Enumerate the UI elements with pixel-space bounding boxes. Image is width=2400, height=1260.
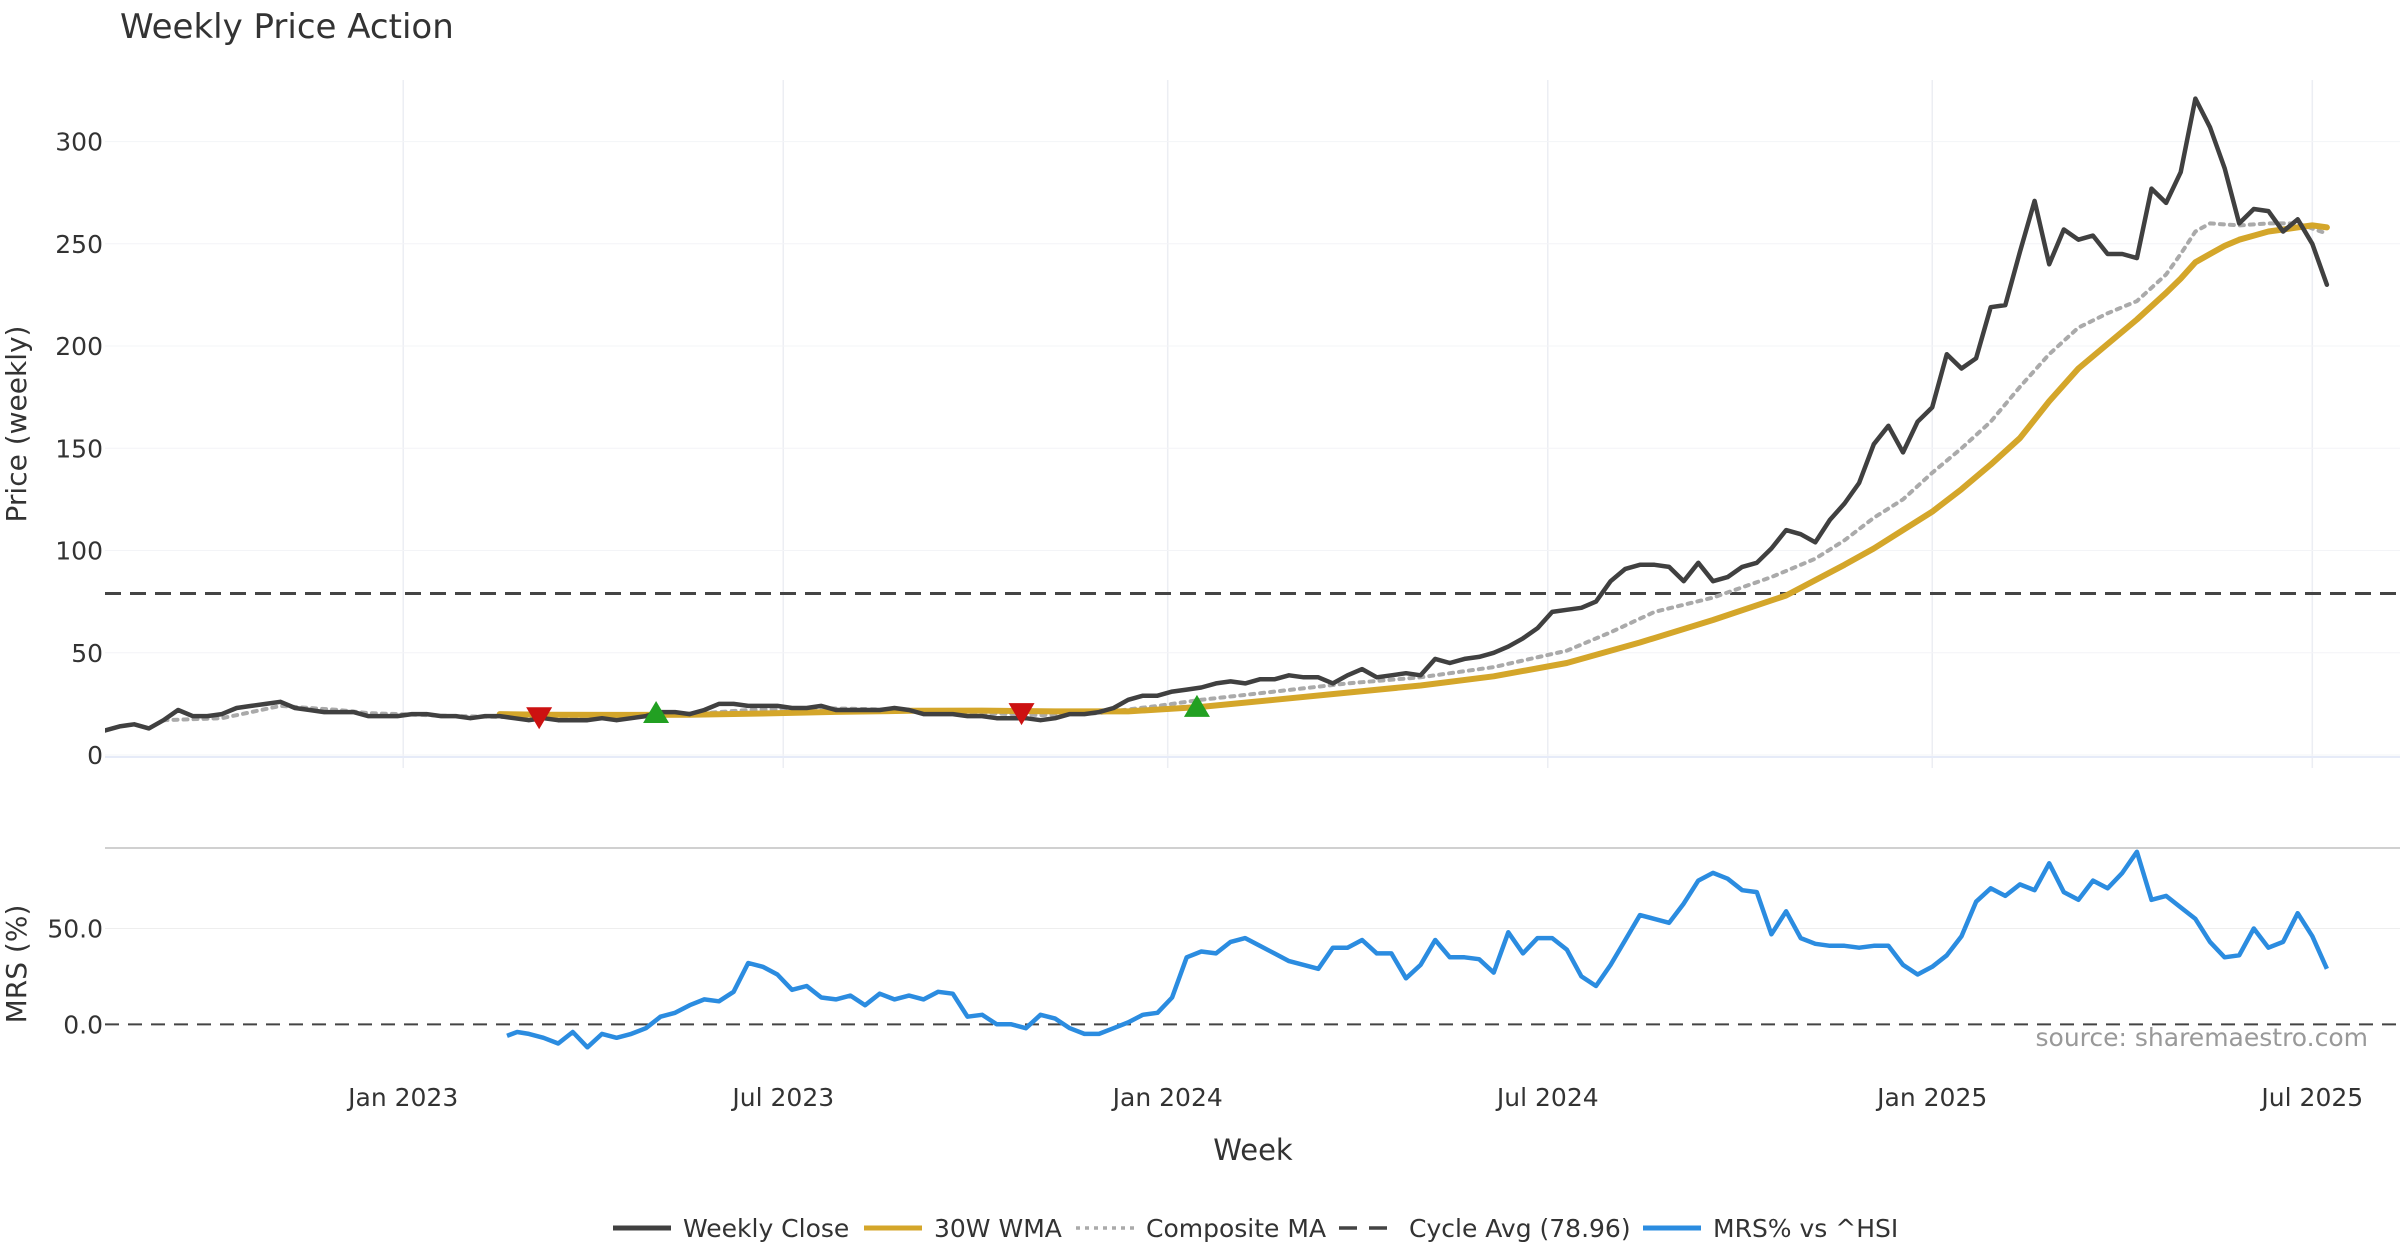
sell-signal-marker xyxy=(526,707,553,730)
price-y-tick-label: 150 xyxy=(55,434,103,463)
x-axis: Jan 2023 Jul 2023 Jan 2024 Jul 2024 Jan 2025… xyxy=(346,1083,2363,1112)
x-tick-label: Jul 2023 xyxy=(730,1083,834,1112)
price-plot-area xyxy=(105,96,2400,733)
source-annotation: source: sharemaestro.com xyxy=(2036,1023,2369,1052)
legend-label: Weekly Close xyxy=(683,1214,849,1243)
grid-layer xyxy=(105,80,2400,929)
price-y-tick-label: 100 xyxy=(55,537,103,566)
legend-label: 30W WMA xyxy=(934,1214,1062,1243)
price-y-axis-label: Price (weekly) xyxy=(0,326,33,523)
legend-label: Cycle Avg (78.96) xyxy=(1409,1214,1631,1243)
weekly-close-line xyxy=(105,96,2330,733)
legend: Weekly Close 30W WMA Composite MA Cycle Avg… xyxy=(613,1214,1898,1243)
legend-label: MRS% vs ^HSI xyxy=(1713,1214,1898,1243)
price-y-axis: 0 50 100 150 200 250 300 xyxy=(55,128,103,770)
mrs-y-axis: 0.0 50.0 xyxy=(47,915,103,1040)
price-y-tick-label: 300 xyxy=(55,128,103,157)
sell-signal-marker xyxy=(1008,703,1035,726)
x-tick-label: Jul 2024 xyxy=(1495,1083,1599,1112)
mrs-y-tick-label: 50.0 xyxy=(47,915,103,944)
price-y-tick-label: 0 xyxy=(87,741,103,770)
x-tick-label: Jan 2024 xyxy=(1111,1083,1223,1112)
legend-label: Composite MA xyxy=(1146,1214,1326,1243)
x-axis-label: Week xyxy=(1213,1133,1293,1167)
wma-30w-line xyxy=(496,222,2330,718)
mrs-y-tick-label: 0.0 xyxy=(63,1010,103,1039)
mrs-plot-area xyxy=(105,849,2400,1050)
buy-signal-marker xyxy=(1183,694,1210,717)
x-tick-label: Jul 2025 xyxy=(2259,1083,2363,1112)
price-y-tick-label: 200 xyxy=(55,332,103,361)
x-tick-label: Jan 2023 xyxy=(346,1083,458,1112)
price-y-tick-label: 50 xyxy=(71,639,103,668)
x-tick-label: Jan 2025 xyxy=(1875,1083,1987,1112)
composite-ma-line xyxy=(161,221,2329,723)
chart-title: Weekly Price Action xyxy=(120,7,454,47)
buy-signal-marker xyxy=(643,701,670,724)
price-y-tick-label: 250 xyxy=(55,230,103,259)
mrs-y-axis-label: MRS (%) xyxy=(0,905,33,1024)
mrs-line xyxy=(506,849,2329,1050)
